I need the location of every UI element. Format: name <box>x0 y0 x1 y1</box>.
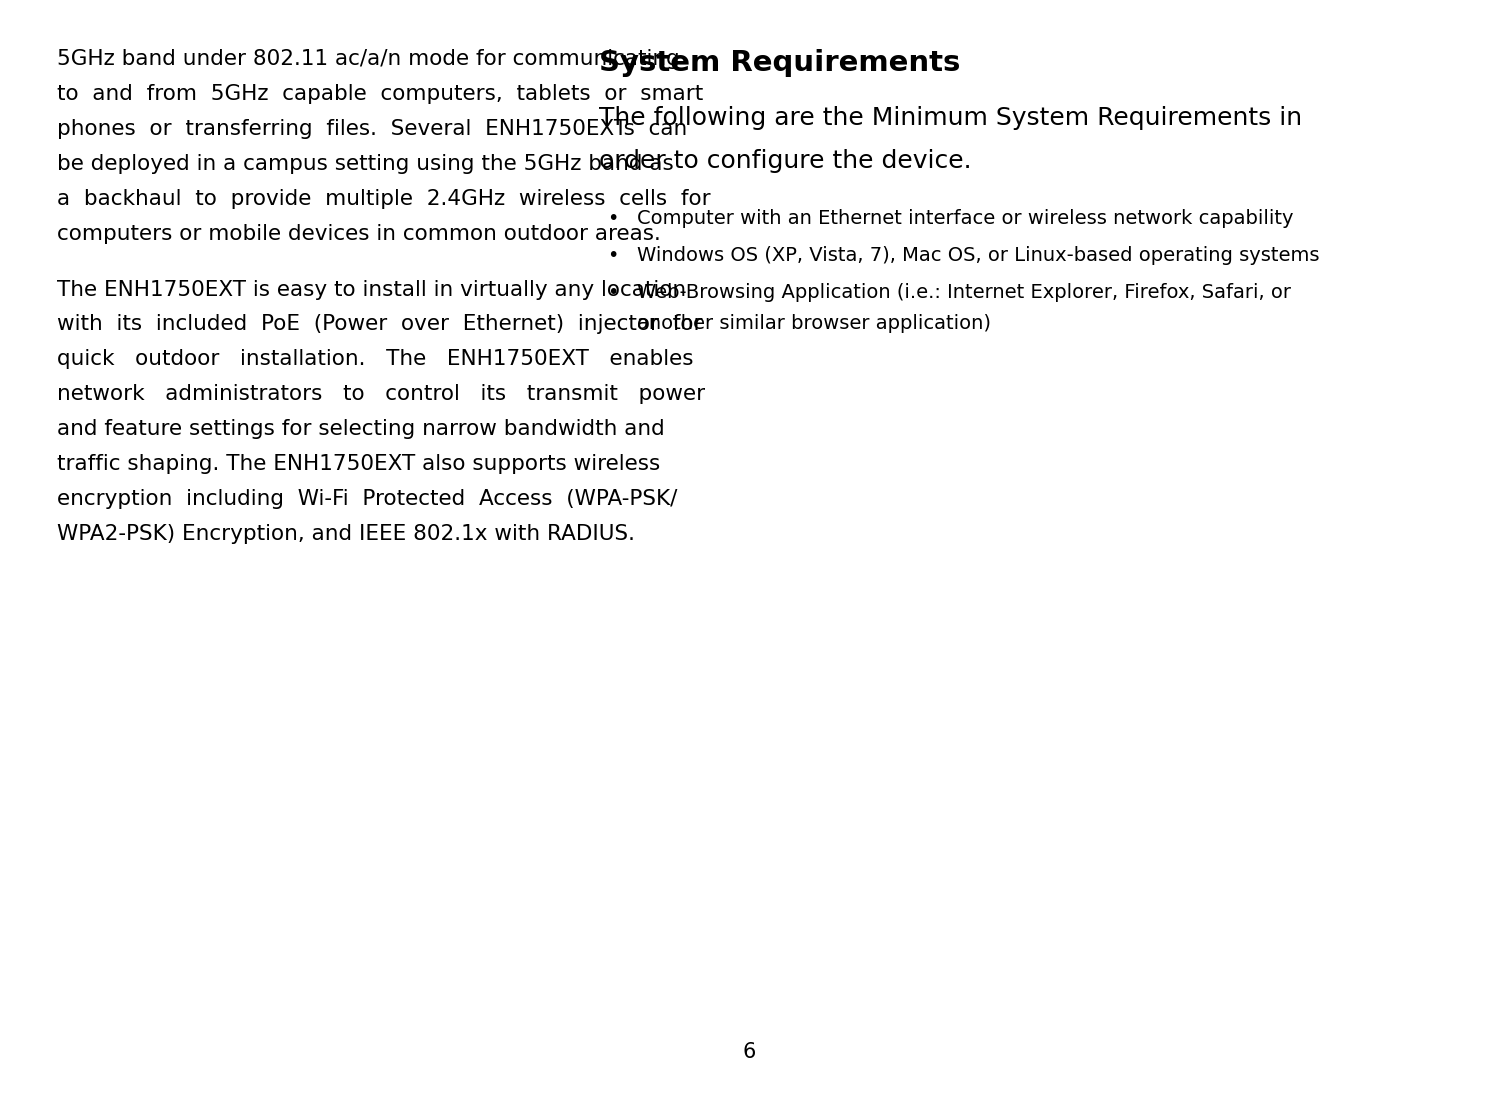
Text: encryption  including  Wi-Fi  Protected  Access  (WPA-PSK/: encryption including Wi-Fi Protected Acc… <box>57 489 677 509</box>
Text: The following are the Minimum System Requirements in: The following are the Minimum System Req… <box>599 105 1302 129</box>
Text: •: • <box>607 246 619 264</box>
Text: WPA2-PSK) Encryption, and IEEE 802.1x with RADIUS.: WPA2-PSK) Encryption, and IEEE 802.1x wi… <box>57 523 635 544</box>
Text: traffic shaping. The ENH1750EXT also supports wireless: traffic shaping. The ENH1750EXT also sup… <box>57 454 661 474</box>
Text: another similar browser application): another similar browser application) <box>637 314 990 332</box>
Text: quick   outdoor   installation.   The   ENH1750EXT   enables: quick outdoor installation. The ENH1750E… <box>57 349 694 370</box>
Text: to  and  from  5GHz  capable  computers,  tablets  or  smart: to and from 5GHz capable computers, tabl… <box>57 84 703 104</box>
Text: a  backhaul  to  provide  multiple  2.4GHz  wireless  cells  for: a backhaul to provide multiple 2.4GHz wi… <box>57 189 710 208</box>
Text: Computer with an Ethernet interface or wireless network capability: Computer with an Ethernet interface or w… <box>637 208 1293 228</box>
Text: •: • <box>607 208 619 228</box>
Text: The ENH1750EXT is easy to install in virtually any location: The ENH1750EXT is easy to install in vir… <box>57 280 686 299</box>
Text: 6: 6 <box>743 1042 755 1062</box>
Text: System Requirements: System Requirements <box>599 49 960 78</box>
Text: Web-Browsing Application (i.e.: Internet Explorer, Firefox, Safari, or: Web-Browsing Application (i.e.: Internet… <box>637 283 1291 302</box>
Text: order to configure the device.: order to configure the device. <box>599 149 972 173</box>
Text: with  its  included  PoE  (Power  over  Ethernet)  injector  for: with its included PoE (Power over Ethern… <box>57 315 703 335</box>
Text: and feature settings for selecting narrow bandwidth and: and feature settings for selecting narro… <box>57 419 665 439</box>
Text: computers or mobile devices in common outdoor areas.: computers or mobile devices in common ou… <box>57 224 661 244</box>
Text: network   administrators   to   control   its   transmit   power: network administrators to control its tr… <box>57 384 706 404</box>
Text: phones  or  transferring  files.  Several  ENH1750EXTs  can: phones or transferring files. Several EN… <box>57 120 688 139</box>
Text: •: • <box>607 283 619 302</box>
Text: 5GHz band under 802.11 ac/a/n mode for communicating: 5GHz band under 802.11 ac/a/n mode for c… <box>57 49 680 69</box>
Text: be deployed in a campus setting using the 5GHz band as: be deployed in a campus setting using th… <box>57 154 674 174</box>
Text: Windows OS (XP, Vista, 7), Mac OS, or Linux-based operating systems: Windows OS (XP, Vista, 7), Mac OS, or Li… <box>637 246 1320 264</box>
